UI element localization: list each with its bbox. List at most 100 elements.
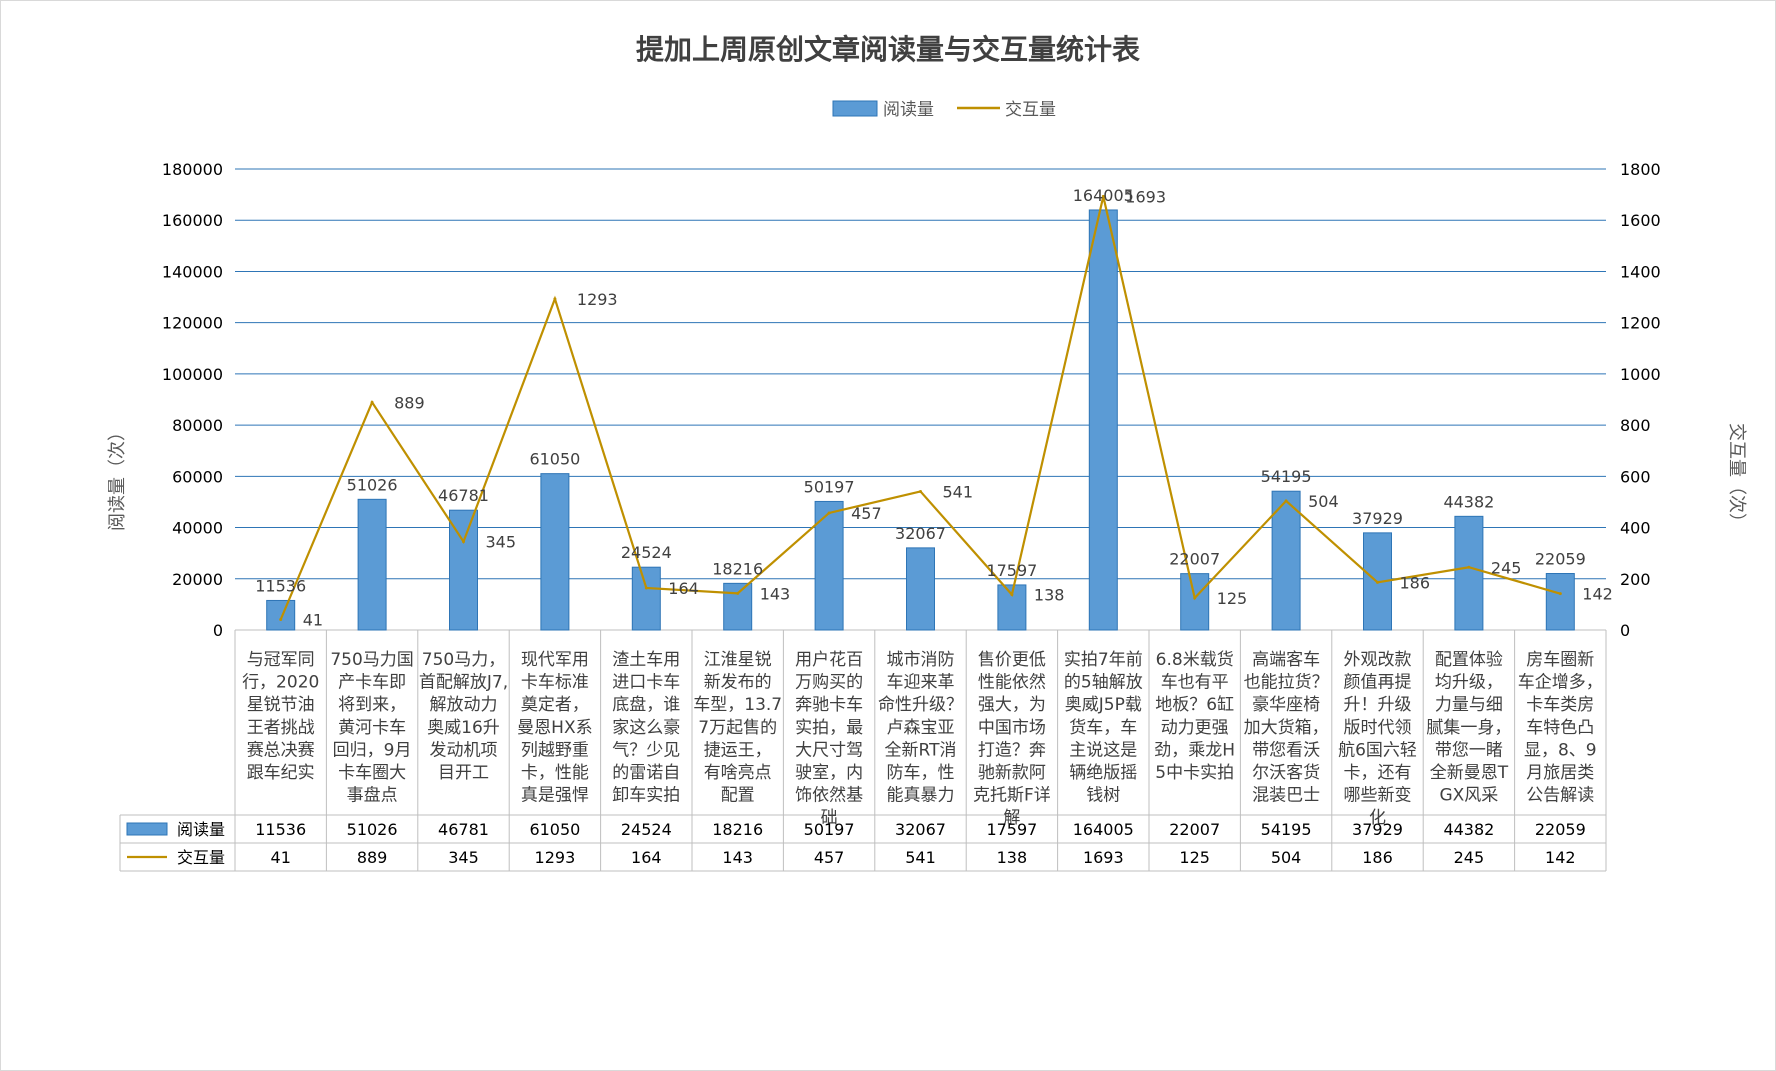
line-label: 889 bbox=[394, 393, 425, 412]
line-data-labels: 41 889 345 1293 164 143 457 541 138 1693 125 504 186… bbox=[303, 187, 1613, 629]
data-table: 与冠军同行，2020 星锐节油王者挑战赛总决赛跟车纪实750马力国产卡车即将到来，… bbox=[119, 630, 1607, 872]
line-label: 457 bbox=[851, 504, 882, 523]
y-tick-left: 0 bbox=[213, 621, 223, 640]
line-point bbox=[919, 489, 922, 493]
line-point bbox=[1376, 580, 1379, 584]
legend-bar-swatch bbox=[832, 100, 878, 117]
category-label: 与冠军同行，2020 星锐节油王者挑战赛总决赛跟车纪实 bbox=[242, 650, 319, 783]
line-series bbox=[279, 194, 1562, 621]
bar-label: 17597 bbox=[986, 561, 1037, 580]
y-tick-left: 60000 bbox=[172, 467, 223, 486]
table-cell-interactions: 1293 bbox=[535, 848, 576, 867]
bar-label: 46781 bbox=[438, 486, 489, 505]
bar-label: 24524 bbox=[621, 543, 672, 562]
y-tick-right: 1800 bbox=[1620, 160, 1661, 179]
line-point bbox=[1467, 565, 1471, 569]
category-label: 现代军用卡车标准奠定者，曼恩HX系列越野重卡，性能真是强悍 bbox=[517, 650, 592, 806]
category-label: 用户花百万购买的奔驰卡车实拍，最大尺寸驾驶室，内饰依然基础 bbox=[795, 650, 863, 828]
category-label: 6.8米载货车也有平地板？6缸动力更强劲，乘龙H 5中卡实拍 bbox=[1154, 650, 1235, 783]
bar-label: 32067 bbox=[895, 524, 946, 543]
category-label: 高端客车也能拉货？豪华座椅加大货箱，带您看沃尔沃客货混装巴士 bbox=[1244, 650, 1329, 806]
bar-series bbox=[266, 209, 1575, 631]
bar-label: 44382 bbox=[1443, 492, 1494, 511]
bar bbox=[1271, 490, 1301, 631]
line-label: 138 bbox=[1034, 586, 1065, 605]
y-tick-right: 600 bbox=[1620, 467, 1651, 486]
bar-label: 164005 bbox=[1073, 186, 1134, 205]
line-point bbox=[1010, 593, 1014, 597]
bar-label: 61050 bbox=[529, 450, 580, 469]
y-tick-right: 400 bbox=[1620, 519, 1651, 538]
table-cell-reads: 17597 bbox=[986, 820, 1037, 839]
line-point bbox=[644, 586, 648, 590]
table-header-interactions: 交互量 bbox=[177, 848, 225, 867]
table-cell-interactions: 457 bbox=[814, 848, 845, 867]
line-point bbox=[1193, 596, 1197, 600]
table-cell-reads: 46781 bbox=[438, 820, 489, 839]
bar bbox=[1180, 573, 1210, 631]
y-tick-right: 1400 bbox=[1620, 262, 1661, 281]
category-label: 渣土车用进口卡车底盘，谁家这么豪气？少见的雷诺自卸车实拍 bbox=[612, 650, 680, 806]
table-cell-interactions: 889 bbox=[357, 848, 388, 867]
line-label: 143 bbox=[760, 584, 791, 603]
line-point bbox=[1284, 499, 1288, 503]
line-label: 345 bbox=[486, 533, 517, 552]
y-tick-right: 0 bbox=[1620, 621, 1630, 640]
chart-title: 提加上周原创文章阅读量与交互量统计表 bbox=[636, 33, 1140, 66]
table-cell-reads: 51026 bbox=[347, 820, 398, 839]
bar bbox=[723, 582, 753, 631]
table-cell-reads: 11536 bbox=[255, 820, 306, 839]
bar-label: 22007 bbox=[1169, 550, 1220, 569]
table-cell-reads: 22059 bbox=[1535, 820, 1586, 839]
table-cell-interactions: 541 bbox=[905, 848, 936, 867]
y-tick-left: 140000 bbox=[162, 262, 223, 281]
line-label: 142 bbox=[1582, 585, 1613, 604]
table-cell-interactions: 125 bbox=[1179, 848, 1210, 867]
line-point bbox=[553, 297, 557, 301]
category-label: 750马力国产卡车即将到来，黄河卡车回归，9月卡车圈大事盘点 bbox=[330, 650, 413, 806]
y-tick-left: 180000 bbox=[162, 160, 223, 179]
table-cell-interactions: 1693 bbox=[1083, 848, 1124, 867]
y-tick-left: 100000 bbox=[162, 365, 223, 384]
y-tick-left: 120000 bbox=[162, 314, 223, 333]
bar bbox=[1088, 209, 1118, 631]
line-label: 1293 bbox=[577, 290, 618, 309]
y-axis-right-title: 交互量（次） bbox=[1726, 423, 1747, 531]
bar bbox=[631, 566, 661, 631]
bar-label: 54195 bbox=[1261, 467, 1312, 486]
table-cell-reads: 32067 bbox=[895, 820, 946, 839]
line-label: 41 bbox=[303, 610, 323, 629]
y-tick-right: 1200 bbox=[1620, 314, 1661, 333]
legend: 阅读量 交互量 bbox=[832, 100, 1056, 120]
y-tick-left: 40000 bbox=[172, 519, 223, 538]
line-point bbox=[462, 540, 465, 544]
y-axis-left-title: 阅读量（次） bbox=[107, 423, 128, 531]
y-axis-right-ticks: 0 200 400 600 800 1000 1200 1400 1600 1800 bbox=[1620, 160, 1661, 640]
bar-label: 18216 bbox=[712, 559, 763, 578]
table-cell-reads: 50197 bbox=[804, 820, 855, 839]
bar bbox=[906, 547, 935, 631]
line-point bbox=[1558, 592, 1562, 596]
line-point bbox=[736, 591, 740, 595]
bar bbox=[540, 473, 570, 631]
table-cell-reads: 37929 bbox=[1352, 820, 1403, 839]
bar bbox=[1454, 515, 1484, 631]
bar bbox=[357, 498, 387, 631]
bar-label: 37929 bbox=[1352, 509, 1403, 528]
y-tick-right: 800 bbox=[1620, 416, 1651, 435]
category-label: 城市消防车迎来革命性升级？卢森宝亚全新RT消防车，性能真暴力 bbox=[878, 650, 963, 806]
bar bbox=[1545, 573, 1575, 631]
bar-data-labels: 11536 51026 46781 61050 24524 18216 50197 32067… bbox=[255, 186, 1586, 595]
line-point bbox=[279, 617, 283, 621]
table-cell-interactions: 345 bbox=[448, 848, 479, 867]
category-label: 江淮星锐新发布的车型，13.7 7万起售的捷运王，有啥亮点配置 bbox=[693, 650, 782, 806]
table-cell-reads: 18216 bbox=[712, 820, 763, 839]
category-label: 房车圈新车企增多，卡车类房车特色凸显，8、9 月旅居类公告解读 bbox=[1518, 650, 1603, 806]
line-label: 125 bbox=[1217, 589, 1248, 608]
table-cell-reads: 164005 bbox=[1073, 820, 1134, 839]
line-point bbox=[827, 511, 831, 515]
bar-label: 22059 bbox=[1535, 550, 1586, 569]
category-label: 750马力，首配解放J7,解放动力奥威16升发动机项目开工 bbox=[419, 650, 508, 783]
table-cell-interactions: 164 bbox=[631, 848, 662, 867]
table-cell-reads: 24524 bbox=[621, 820, 672, 839]
